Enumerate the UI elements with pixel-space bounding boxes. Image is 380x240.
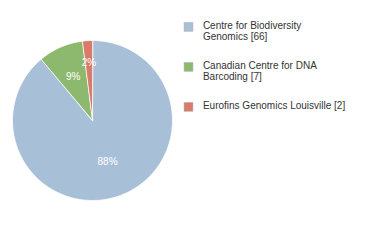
svg-text:Centre for BiodiversityGenomic: Centre for BiodiversityGenomics [66]	[203, 20, 301, 43]
svg-text:9%: 9%	[66, 71, 81, 82]
svg-text:Canadian Centre for DNABarcodi: Canadian Centre for DNABarcoding [7]	[203, 60, 317, 83]
svg-text:2%: 2%	[82, 57, 97, 68]
svg-text:Eurofins Genomics Louisville [: Eurofins Genomics Louisville [2]	[203, 100, 346, 111]
svg-text:88%: 88%	[98, 156, 118, 167]
